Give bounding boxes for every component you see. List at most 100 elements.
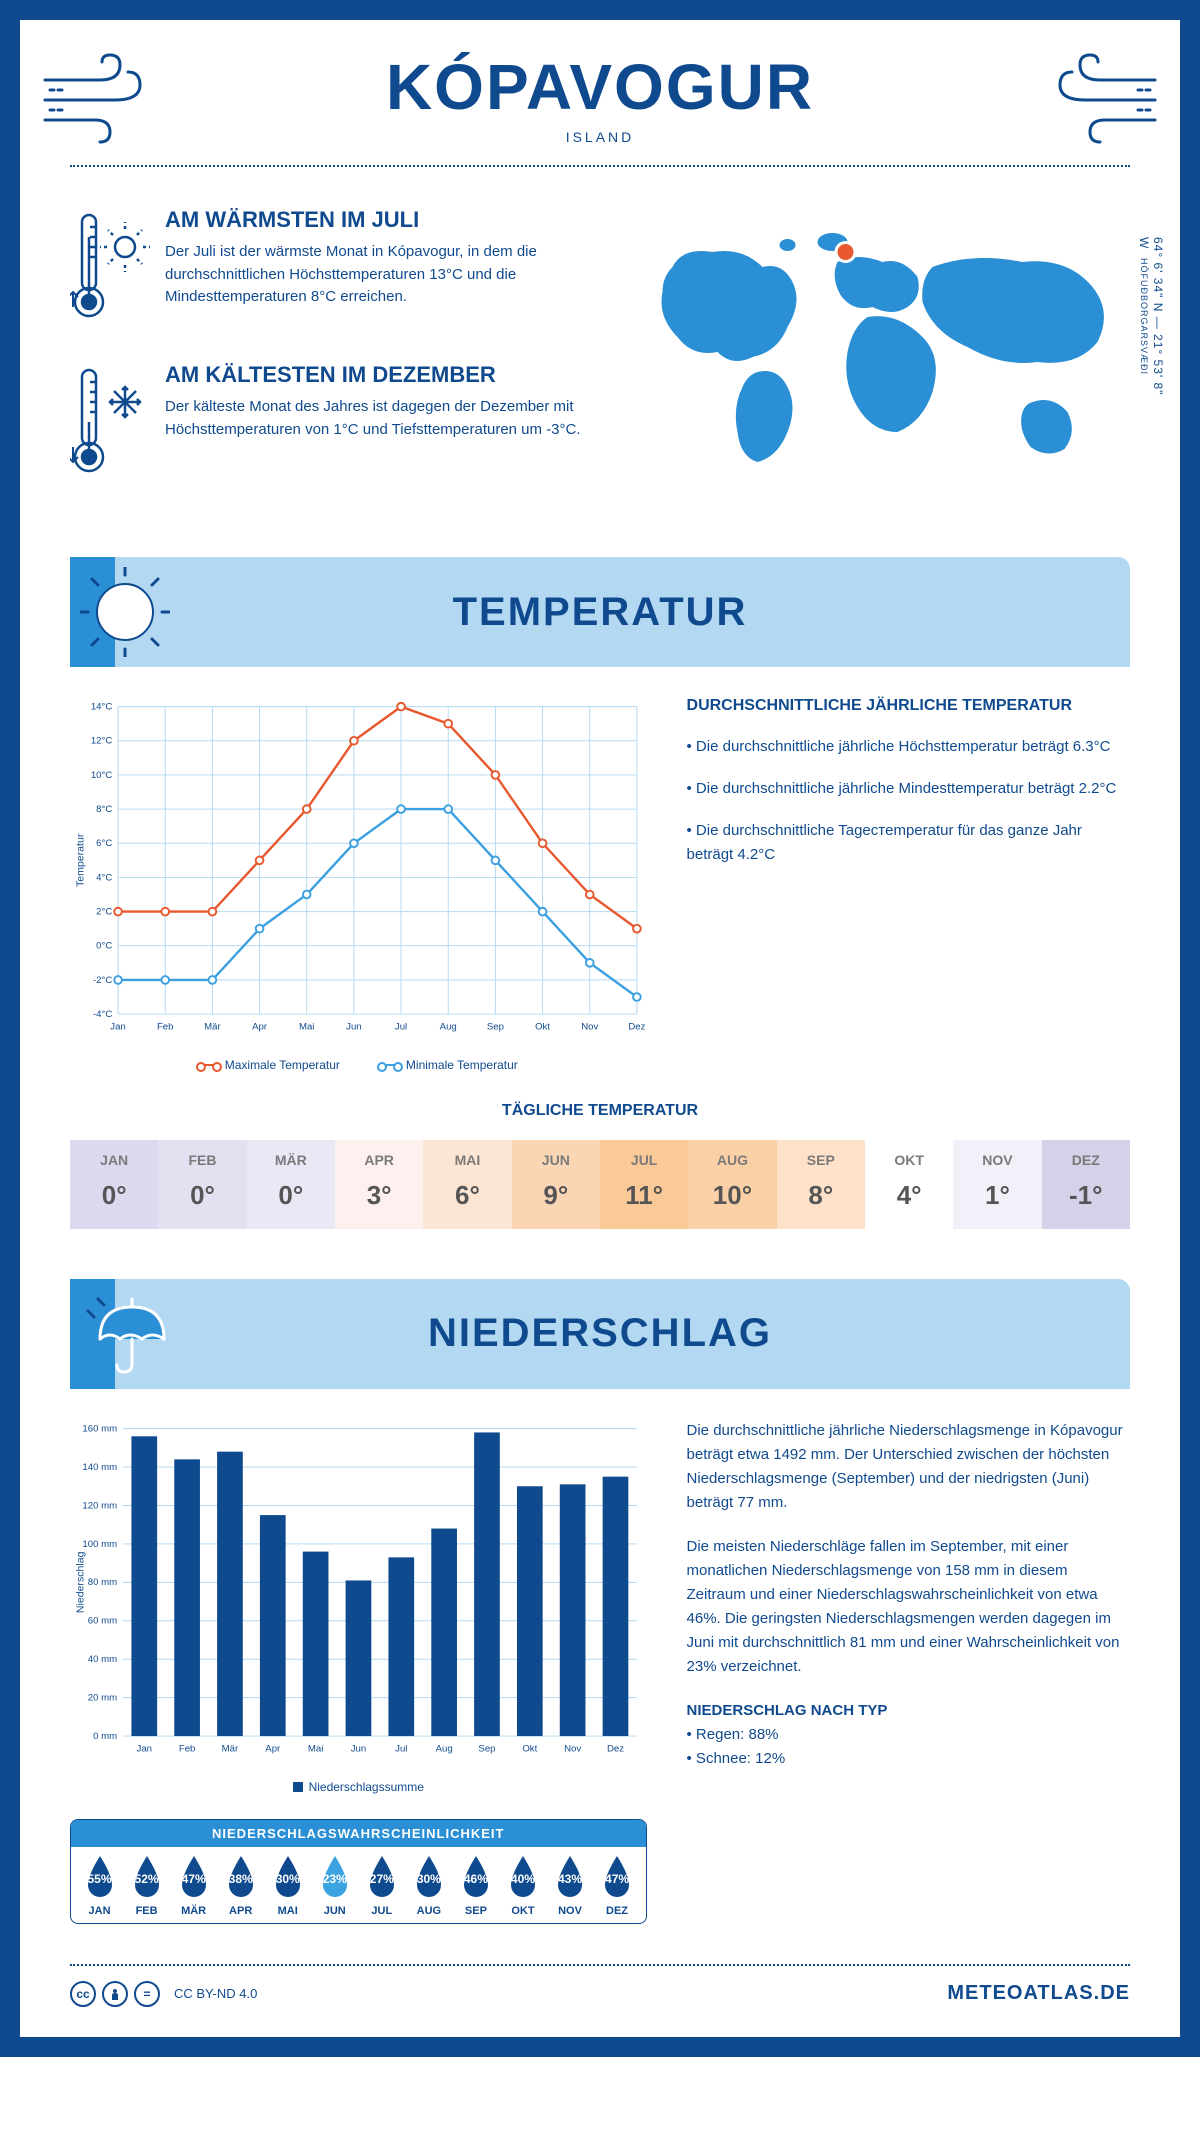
daily-temp-cells: JAN0°FEB0°MÄR0°APR3°MAI6°JUN9°JUL11°AUG1… <box>70 1140 1130 1229</box>
svg-text:80 mm: 80 mm <box>88 1577 117 1588</box>
svg-text:20 mm: 20 mm <box>88 1692 117 1703</box>
svg-text:100 mm: 100 mm <box>82 1539 117 1550</box>
svg-text:Sep: Sep <box>478 1743 495 1754</box>
svg-text:6°C: 6°C <box>96 838 112 849</box>
nd-icon: = <box>134 1981 160 2007</box>
raindrop-icon: 23% <box>315 1853 355 1901</box>
precip-para-2: Die meisten Niederschläge fallen im Sept… <box>687 1535 1130 1679</box>
prob-cell: 38% APR <box>218 1853 263 1917</box>
main-frame: KÓPAVOGUR ISLAND <box>0 0 1200 2057</box>
license-text: CC BY-ND 4.0 <box>174 1986 257 2001</box>
raindrop-icon: 40% <box>503 1853 543 1901</box>
temp-bullet-1: • Die durchschnittliche jährliche Höchst… <box>687 735 1130 759</box>
raindrop-icon: 47% <box>174 1853 214 1901</box>
precip-legend: Niederschlagssumme <box>70 1780 647 1794</box>
svg-text:Aug: Aug <box>440 1021 457 1032</box>
daily-temp-title: TÄGLICHE TEMPERATUR <box>70 1102 1130 1120</box>
svg-text:Dez: Dez <box>628 1021 645 1032</box>
svg-text:Temperatur: Temperatur <box>74 833 86 887</box>
daily-temp-cell: NOV1° <box>953 1140 1041 1229</box>
raindrop-icon: 38% <box>221 1853 261 1901</box>
prob-cell: 30% AUG <box>406 1853 451 1917</box>
svg-text:Jan: Jan <box>110 1021 125 1032</box>
temp-bullet-3: • Die durchschnittliche Tagестemperatur … <box>687 819 1130 867</box>
svg-text:4°C: 4°C <box>96 872 112 883</box>
license-block: cc = CC BY-ND 4.0 <box>70 1981 257 2007</box>
temp-section-title: TEMPERATUR <box>453 590 748 635</box>
by-icon <box>102 1981 128 2007</box>
svg-text:Jul: Jul <box>395 1743 407 1754</box>
temp-chart-wrap: -4°C-2°C0°C2°C4°C6°C8°C10°C12°C14°CJanFe… <box>70 697 647 1072</box>
svg-text:Mär: Mär <box>222 1743 239 1754</box>
world-map-icon <box>615 207 1130 487</box>
svg-text:0°C: 0°C <box>96 941 112 952</box>
raindrop-icon: 30% <box>409 1853 449 1901</box>
daily-temp-cell: SEP8° <box>777 1140 865 1229</box>
svg-text:Okt: Okt <box>522 1743 537 1754</box>
raindrop-icon: 27% <box>362 1853 402 1901</box>
svg-text:60 mm: 60 mm <box>88 1616 117 1627</box>
svg-text:40 mm: 40 mm <box>88 1654 117 1665</box>
svg-text:-2°C: -2°C <box>93 975 112 986</box>
temp-legend: Maximale Temperatur Minimale Temperatur <box>70 1058 647 1072</box>
sun-icon <box>80 567 170 657</box>
temp-body: -4°C-2°C0°C2°C4°C6°C8°C10°C12°C14°CJanFe… <box>70 697 1130 1072</box>
svg-text:Nov: Nov <box>581 1021 598 1032</box>
intro-section: AM WÄRMSTEN IM JULI Der Juli ist der wär… <box>70 207 1130 517</box>
precip-banner: NIEDERSCHLAG <box>70 1279 1130 1389</box>
svg-text:0 mm: 0 mm <box>93 1731 117 1742</box>
svg-text:Mär: Mär <box>204 1021 221 1032</box>
svg-text:12°C: 12°C <box>91 736 113 747</box>
header-divider <box>70 165 1130 167</box>
thermometer-sun-icon <box>70 207 150 327</box>
daily-temp-cell: JUN9° <box>512 1140 600 1229</box>
temp-text: DURCHSCHNITTLICHE JÄHRLICHE TEMPERATUR •… <box>687 697 1130 1072</box>
world-map-wrap: 64° 6' 34" N — 21° 53' 8" W HÖFUÐBORGARS… <box>615 207 1130 517</box>
wind-icon-left <box>40 50 160 150</box>
prob-cell: 43% NOV <box>547 1853 592 1917</box>
prob-cell: 30% MAI <box>265 1853 310 1917</box>
svg-text:Dez: Dez <box>607 1743 624 1754</box>
svg-text:Apr: Apr <box>252 1021 268 1032</box>
cc-icon: cc <box>70 1981 96 2007</box>
svg-text:Jun: Jun <box>351 1743 366 1754</box>
raindrop-icon: 52% <box>127 1853 167 1901</box>
raindrop-icon: 30% <box>268 1853 308 1901</box>
wind-icon-right <box>1040 50 1160 150</box>
temp-banner: TEMPERATUR <box>70 557 1130 667</box>
fact-cold-body: Der kälteste Monat des Jahres ist dagege… <box>165 396 585 441</box>
svg-text:Okt: Okt <box>535 1021 550 1032</box>
precip-text: Die durchschnittliche jährliche Niedersc… <box>687 1419 1130 1924</box>
raindrop-icon: 43% <box>550 1853 590 1901</box>
svg-text:Jul: Jul <box>395 1021 407 1032</box>
daily-temp-cell: MAI6° <box>423 1140 511 1229</box>
daily-temp-cell: JUL11° <box>600 1140 688 1229</box>
precip-type-2: • Schnee: 12% <box>687 1747 1130 1771</box>
prob-cells: 55% JAN 52% FEB 47% MÄR 38% APR 30% MAI … <box>71 1847 646 1923</box>
svg-text:Nov: Nov <box>564 1743 581 1754</box>
svg-text:14°C: 14°C <box>91 701 113 712</box>
prob-cell: 46% SEP <box>453 1853 498 1917</box>
precip-para-1: Die durchschnittliche jährliche Niedersc… <box>687 1419 1130 1515</box>
raindrop-icon: 55% <box>80 1853 120 1901</box>
svg-text:2°C: 2°C <box>96 906 112 917</box>
prob-title: NIEDERSCHLAGSWAHRSCHEINLICHKEIT <box>71 1820 646 1847</box>
precip-bar-chart: 0 mm 20 mm 40 mm 60 mm 80 mm 100 mm 120 mm 140 … <box>70 1419 647 1765</box>
precip-body: 0 mm 20 mm 40 mm 60 mm 80 mm 100 mm 120 mm 140 … <box>70 1419 1130 1924</box>
fact-cold: AM KÄLTESTEN IM DEZEMBER Der kälteste Mo… <box>70 362 585 487</box>
temp-line-chart: -4°C-2°C0°C2°C4°C6°C8°C10°C12°C14°CJanFe… <box>70 697 647 1043</box>
site-name: METEOATLAS.DE <box>947 1982 1130 2005</box>
prob-cell: 23% JUN <box>312 1853 357 1917</box>
umbrella-icon <box>80 1289 170 1379</box>
daily-temp-cell: FEB0° <box>158 1140 246 1229</box>
svg-text:140 mm: 140 mm <box>82 1462 117 1473</box>
prob-cell: 27% JUL <box>359 1853 404 1917</box>
svg-text:Aug: Aug <box>436 1743 453 1754</box>
svg-text:Jun: Jun <box>346 1021 361 1032</box>
precip-type-title: NIEDERSCHLAG NACH TYP <box>687 1699 1130 1723</box>
country-label: ISLAND <box>70 129 1130 145</box>
svg-text:120 mm: 120 mm <box>82 1500 117 1511</box>
svg-text:-4°C: -4°C <box>93 1009 112 1020</box>
svg-text:Mai: Mai <box>308 1743 323 1754</box>
precip-left: 0 mm 20 mm 40 mm 60 mm 80 mm 100 mm 120 mm 140 … <box>70 1419 647 1924</box>
